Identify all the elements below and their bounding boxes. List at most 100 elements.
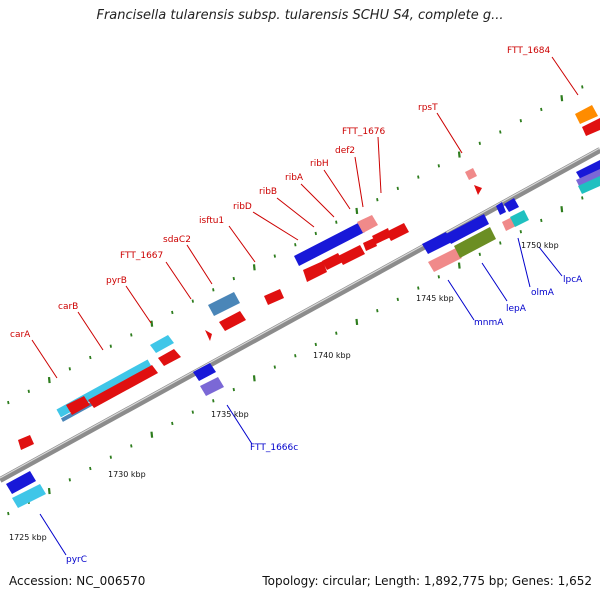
tick-dot [355, 207, 359, 215]
tick-dot [252, 375, 256, 382]
tick-dot [457, 262, 461, 269]
gene-box [428, 248, 462, 272]
gene-label: ribA [285, 173, 304, 183]
tick-dot [273, 365, 276, 369]
scale-label: 1750 kbp [521, 241, 559, 250]
leader-lines [31, 56, 579, 556]
tick-dot [212, 288, 215, 292]
gene-arrow [372, 228, 391, 244]
tick-dot [314, 231, 317, 236]
tick-dot [519, 119, 522, 123]
accession-label: Accession: NC_006570 [9, 574, 146, 588]
tick-dot [191, 410, 194, 414]
gene-arrow [66, 396, 90, 415]
gene-box [200, 377, 224, 396]
gene-label: pyrC [66, 555, 87, 565]
gene-arrow [150, 335, 174, 353]
tick-dot [109, 455, 112, 459]
tick-dot [314, 342, 317, 347]
gene-label: ribH [310, 159, 329, 169]
tick-dot [478, 141, 481, 145]
gene-arrow [386, 223, 409, 241]
tick-dot [335, 331, 338, 335]
tick-dot [396, 297, 399, 302]
tick-dot [68, 478, 71, 482]
tick-dot [47, 376, 51, 384]
tick-dot [150, 431, 154, 438]
gene-arrow [158, 349, 181, 366]
gene-arrow [264, 289, 284, 305]
gene-box [357, 215, 378, 233]
gene-arrow [446, 214, 489, 244]
tick-dot [499, 130, 502, 134]
scale-label: 1725 kbp [9, 533, 47, 542]
reverse-features [6, 160, 600, 508]
gene-label: FTT_1667 [120, 251, 163, 261]
tick-dot [68, 367, 71, 371]
tick-dot [171, 421, 174, 426]
gene-box [578, 176, 600, 194]
gene-arrow [193, 363, 216, 381]
tick-dot [130, 333, 133, 337]
gene-arrow [18, 435, 34, 450]
gene-label: rpsT [418, 103, 438, 113]
gene-arrow [219, 311, 246, 331]
tick-dot [232, 387, 235, 392]
tick-dot [89, 355, 92, 360]
gene-box [208, 292, 240, 316]
tick-dot [89, 466, 92, 471]
gene-arrow [582, 118, 600, 136]
tick-dot [437, 164, 440, 168]
tick-dot [109, 344, 112, 348]
tick-dot [273, 254, 276, 258]
backbone-track [0, 147, 600, 483]
gene-label: carA [10, 330, 31, 340]
gene-label: FTT_1676 [342, 127, 386, 137]
gene-box [294, 222, 365, 266]
tick-dot [150, 320, 154, 327]
tick-dot [499, 241, 502, 245]
tick-dot [540, 218, 543, 223]
gene-arrow [205, 330, 212, 341]
tick-dot [560, 95, 564, 102]
backbone-highlight [0, 147, 600, 479]
tick-dot [396, 186, 399, 191]
gene-arrow [303, 261, 327, 282]
forward-features [18, 105, 600, 450]
scale-labels: 1725 kbp 1730 kbp 1735 kbp 1740 kbp 1745… [9, 241, 559, 542]
gene-box [575, 105, 598, 124]
gene-label: FTT_1666c [250, 443, 298, 453]
tick-dot [540, 107, 543, 112]
tick-dot [355, 318, 359, 326]
tick-dot [252, 264, 256, 271]
gene-box [12, 484, 46, 508]
tick-dot [560, 206, 564, 213]
gene-arrow [422, 232, 452, 254]
gene-label: sdaC2 [163, 235, 191, 245]
gene-arrow [474, 185, 482, 195]
tick-dot [478, 252, 481, 256]
tick-dot [417, 286, 420, 290]
scale-label: 1745 kbp [416, 294, 454, 303]
gene-label: olmA [531, 288, 555, 298]
tick-dot [191, 299, 194, 303]
tick-dot [7, 511, 10, 516]
gene-arrow [496, 202, 506, 215]
tick-dot [7, 400, 10, 405]
scale-label: 1730 kbp [108, 470, 146, 479]
tick-dots [7, 85, 584, 516]
gene-label: FTT_1684 [507, 46, 551, 56]
gene-label: lpcA [563, 275, 583, 285]
tick-dot [130, 444, 133, 448]
gene-box [465, 168, 477, 180]
tick-dot [171, 310, 174, 315]
tick-dot [232, 276, 235, 281]
tick-dot [376, 308, 379, 313]
gene-arrow [576, 160, 600, 182]
gene-label: lepA [506, 304, 527, 314]
tick-dot [335, 220, 338, 224]
tick-dot [437, 275, 440, 279]
tick-dot [294, 243, 297, 247]
gene-arrow [338, 245, 365, 265]
